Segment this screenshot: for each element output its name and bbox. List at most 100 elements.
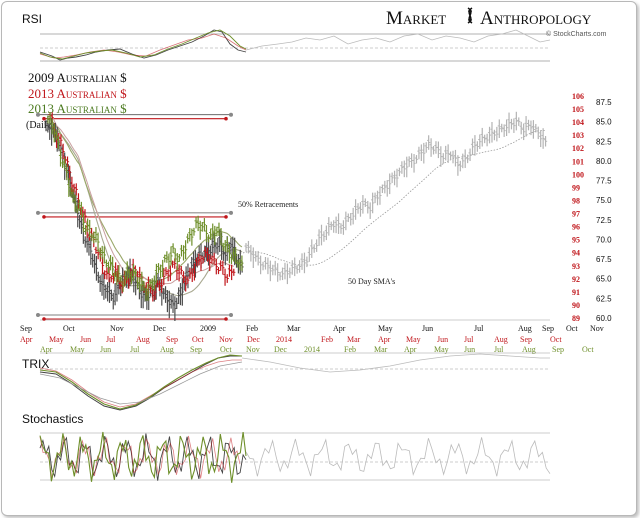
- axis-2009-tick: 72.5: [596, 216, 612, 225]
- x-tick-2013-green: Dec: [274, 345, 287, 354]
- retracement-lines: [36, 112, 233, 321]
- stochastics-line-2009: [39, 433, 247, 481]
- x-tick-2009: Mar: [287, 324, 301, 333]
- x-tick-2009: Dec: [153, 324, 166, 333]
- legend-2013-red: 2013 Australian $: [28, 86, 127, 101]
- axis-2013-red-tick: 106: [572, 92, 584, 101]
- trix-signal: [39, 361, 243, 405]
- x-tick-2009: Jul: [474, 324, 484, 333]
- axis-2009-tick: 77.5: [596, 177, 612, 186]
- x-tick-2009: Nov: [590, 324, 604, 333]
- axis-2013-red-tick: 93: [572, 262, 580, 271]
- x-tick-2013-red: May: [406, 335, 421, 344]
- axis-2013-red-tick: 103: [572, 131, 584, 140]
- retracement-handle: [42, 317, 46, 321]
- x-tick-2013-green: Nov: [246, 345, 260, 354]
- retracement-handle: [229, 112, 233, 117]
- rsi-label: RSI: [22, 12, 42, 26]
- x-tick-2009: Sep: [20, 324, 32, 333]
- axis-2009-tick: 80.0: [596, 157, 612, 166]
- x-tick-2013-green: May: [70, 345, 85, 354]
- stochastics-line-projection: [245, 437, 551, 477]
- x-tick-2013-green: Aug: [522, 345, 536, 354]
- retracement-annotation: 50% Retracements: [238, 200, 298, 209]
- axis-2013-red-tick: 104: [572, 118, 584, 127]
- trix-line-green: [39, 354, 243, 410]
- x-tick-2013-green: Oct: [220, 345, 232, 354]
- x-tick-2013-green: Apr: [404, 345, 417, 354]
- x-tick-2013-red: Sep: [520, 335, 532, 344]
- x-tick-2013-red: Jun: [437, 335, 448, 344]
- axis-2013-red-tick: 99: [572, 183, 580, 192]
- x-tick-2013-red: Sep: [166, 335, 178, 344]
- retracement-handle: [36, 210, 40, 215]
- stochastics-label: Stochastics: [22, 412, 83, 426]
- sma-projection: [239, 129, 546, 266]
- x-tick-2009: May: [378, 324, 393, 333]
- rsi-line-green: [39, 29, 247, 60]
- axis-2013-red-tick: 94: [572, 249, 580, 258]
- x-tick-2013-red: Oct: [550, 335, 562, 344]
- stochastics-panel: [39, 431, 551, 483]
- x-tick-2013-red: Oct: [192, 335, 204, 344]
- legend-2009: 2009 Australian $: [28, 70, 127, 85]
- x-tick-2013-red: Aug: [136, 335, 150, 344]
- brand-word-2: Anthropology: [480, 8, 592, 29]
- x-tick-2013-green: Aug: [160, 345, 174, 354]
- axis-2013-red-tick: 97: [572, 210, 580, 219]
- axis-2009-tick: 60.0: [596, 314, 612, 323]
- retracement-handle: [42, 215, 46, 219]
- x-tick-2013-green: Apr: [40, 345, 53, 354]
- x-tick-2013-green: Feb: [344, 345, 356, 354]
- x-tick-2013-red: Dec: [247, 335, 260, 344]
- axis-2009: 60.0 62.5 65.0 67.5 70.0 72.5 75.0 77.5 80.0 82.5…: [596, 98, 612, 323]
- retracement-handle: [229, 313, 233, 317]
- axis-2013-red-tick: 102: [572, 144, 584, 153]
- trix-label: TRIX: [22, 357, 49, 371]
- x-tick-2013-red: Feb: [321, 335, 333, 344]
- trix-line-2013-red: [39, 359, 242, 408]
- daily-label: (Daily): [26, 120, 55, 131]
- x-tick-2013-red: Apr: [20, 335, 33, 344]
- x-tick-2009: Aug: [518, 324, 532, 333]
- x-tick-2013-green: Jun: [464, 345, 475, 354]
- axis-2009-tick: 67.5: [596, 255, 612, 264]
- stochastics-line-green: [39, 431, 247, 483]
- x-tick-2013-green: Sep: [190, 345, 202, 354]
- brand-word-1: Market: [386, 8, 446, 29]
- retracement-handle: [36, 313, 40, 317]
- axis-2013-red-tick: 98: [572, 196, 580, 205]
- axis-2013-red-tick: 105: [572, 105, 584, 114]
- x-tick-2009: Nov: [110, 324, 124, 333]
- rsi-line-projection: [245, 29, 551, 51]
- x-tick-2013-red: Nov: [219, 335, 233, 344]
- retracement-handle: [224, 116, 228, 121]
- x-tick-2009: Jun: [422, 324, 433, 333]
- x-tick-2013-green: Oct: [582, 345, 594, 354]
- x-tick-2013-green: Jul: [130, 345, 140, 354]
- x-tick-2009: Apr: [333, 324, 346, 333]
- stockcharts-credit: © StockCharts.com: [546, 30, 607, 38]
- axis-2009-tick: 62.5: [596, 294, 612, 303]
- x-tick-2013-red: Aug: [494, 335, 508, 344]
- dna-helix-icon: [467, 7, 473, 24]
- axis-2013-red-tick: 90: [572, 301, 580, 310]
- x-tick-2009: Oct: [566, 324, 578, 333]
- x-tick-2013-green: Jun: [100, 345, 111, 354]
- axis-2009-tick: 70.0: [596, 235, 612, 244]
- axis-2009-tick: 87.5: [596, 98, 612, 107]
- x-tick-2009: Oct: [63, 324, 75, 333]
- retracement-handle: [224, 215, 228, 219]
- x-tick-2013-red: May: [49, 335, 64, 344]
- axis-2013-red: 89 90 91 92 93 94 95 96 97 98 99 100 101 102 103 104 105…: [572, 92, 584, 323]
- x-tick-2009: 2009: [200, 324, 216, 333]
- x-tick-2013-green: Sep: [552, 345, 564, 354]
- sma-annotation: 50 Day SMA's: [348, 277, 395, 286]
- axis-2009-tick: 65.0: [596, 275, 612, 284]
- rsi-line-2013: [39, 33, 247, 59]
- x-tick-2009: Feb: [246, 324, 258, 333]
- retracement-handle: [42, 116, 46, 121]
